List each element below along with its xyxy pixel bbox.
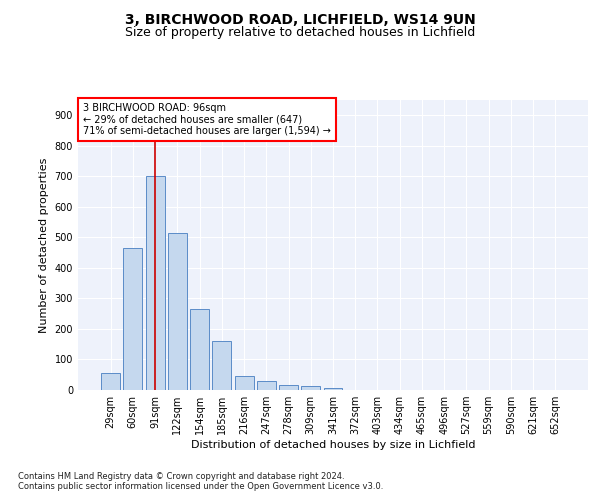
Text: Contains public sector information licensed under the Open Government Licence v3: Contains public sector information licen… (18, 482, 383, 491)
Text: Contains HM Land Registry data © Crown copyright and database right 2024.: Contains HM Land Registry data © Crown c… (18, 472, 344, 481)
X-axis label: Distribution of detached houses by size in Lichfield: Distribution of detached houses by size … (191, 440, 475, 450)
Bar (257, 381, 276, 390)
Bar (168, 233, 187, 390)
Bar (124, 248, 142, 390)
Bar (190, 309, 209, 390)
Bar (301, 386, 320, 390)
Bar (279, 386, 298, 390)
Text: 3 BIRCHWOOD ROAD: 96sqm
← 29% of detached houses are smaller (647)
71% of semi-d: 3 BIRCHWOOD ROAD: 96sqm ← 29% of detache… (83, 103, 331, 136)
Text: 3, BIRCHWOOD ROAD, LICHFIELD, WS14 9UN: 3, BIRCHWOOD ROAD, LICHFIELD, WS14 9UN (125, 12, 475, 26)
Bar (323, 388, 343, 390)
Y-axis label: Number of detached properties: Number of detached properties (39, 158, 49, 332)
Bar (146, 176, 164, 390)
Text: Size of property relative to detached houses in Lichfield: Size of property relative to detached ho… (125, 26, 475, 39)
Bar (101, 372, 120, 390)
Bar (212, 341, 231, 390)
Bar (235, 376, 254, 390)
